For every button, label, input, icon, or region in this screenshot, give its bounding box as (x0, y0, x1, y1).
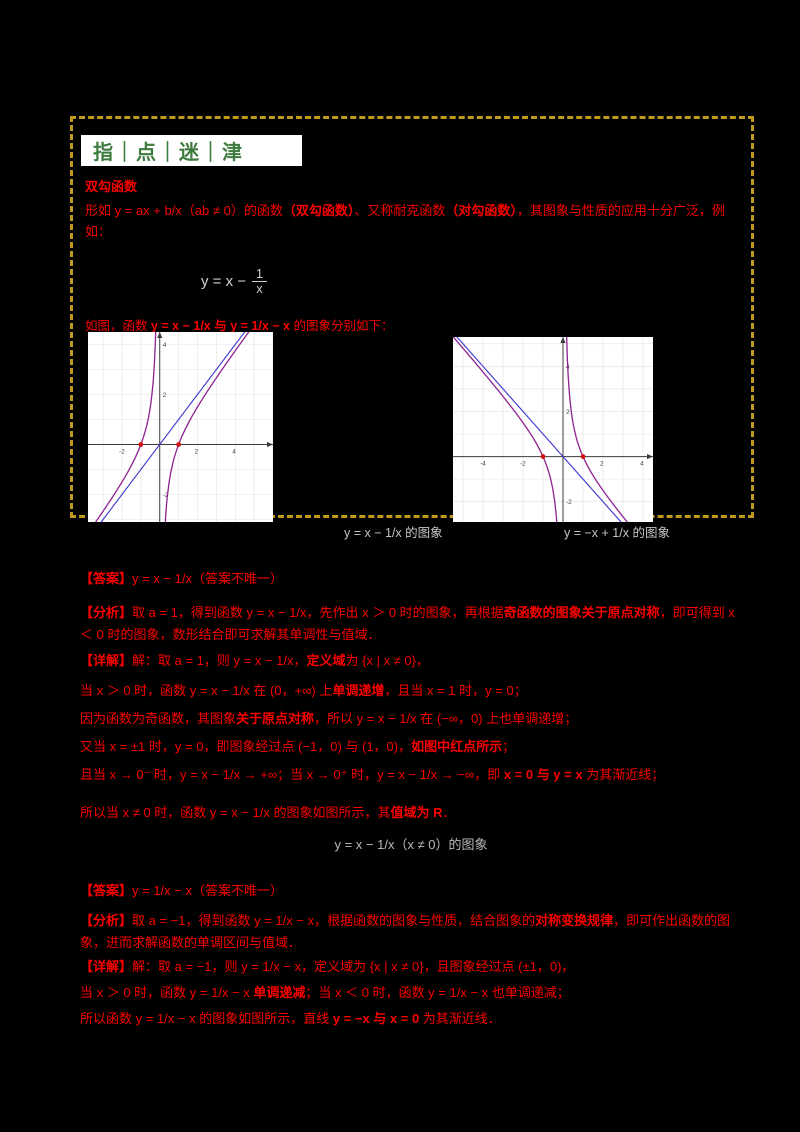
fraction-denominator: x (256, 282, 263, 297)
center-formula-line: y = x − 1/x（x ≠ 0）的图象 (334, 837, 488, 852)
intro-text: ，其图象与性质的应用十分广泛，例如： (85, 203, 725, 239)
intro-bold: （对勾函数） (445, 203, 517, 218)
figure-note: 如图，函数 y = x − 1/x 与 y = 1/x − x 的图象分别如下： (85, 315, 393, 334)
svg-text:-2: -2 (119, 449, 125, 456)
solution-line: 又当 x = ±1 时，y = 0，即图象经过点 (−1，0) 与 (1，0)，… (80, 736, 742, 758)
line-bold: 单调递减 (253, 985, 306, 1000)
right-function-graph: -4 -2 2 4-224 (453, 337, 653, 522)
line-bold: x = 0 与 y = x (503, 767, 583, 782)
analysis-line: 【分析】取 a = 1，得到函数 y = x − 1/x，先作出 x ＞ 0 时… (80, 602, 742, 646)
solution-line: 且当 x → 0⁻ 时，y = x − 1/x → +∞；当 x → 0⁺ 时，… (80, 764, 742, 786)
analysis-line: 【分析】取 a = −1，得到函数 y = 1/x − x，根据函数的图象与性质… (80, 910, 742, 954)
line-text: 为 {x | x ≠ 0}， (345, 653, 430, 668)
answer-line: 【答案】y = x − 1/x（答案不唯一） (80, 568, 742, 590)
line-text: 且当 x → 0⁻ 时，y = x − 1/x → +∞；当 x → 0⁺ 时，… (80, 767, 504, 782)
svg-text:4: 4 (640, 461, 644, 468)
line-text: 当 x ＞ 0 时，函数 y = 1/x − x (80, 985, 254, 1000)
left-graph-caption: y = x − 1/x 的图象 (344, 526, 443, 540)
svg-text:-2: -2 (566, 499, 572, 506)
line-text: ． (442, 805, 456, 820)
svg-text:-4: -4 (480, 461, 486, 468)
svg-text:2: 2 (600, 461, 604, 468)
detail-label: 【详解】 (80, 959, 133, 974)
line-bold: 定义域 (306, 653, 346, 668)
solution-line: 因为函数为奇函数，其图象关于原点对称，所以 y = x − 1/x 在 (−∞，… (80, 708, 742, 730)
line-text: 为其渐近线． (419, 1011, 501, 1026)
svg-text:4: 4 (232, 449, 236, 456)
line-text: ，且当 x = 1 时，y = 0； (384, 683, 527, 698)
line-text: ，即可得到 x ＜ 0 时的图象，数形结合即可求解其单调性与值域． (80, 605, 735, 643)
intro-text: 形如 y = ax + b/x（ab ≠ 0）的函数 (85, 203, 283, 218)
line-text: 解：取 a = −1，则 y = 1/x − x，定义域为 {x | x ≠ 0… (132, 959, 575, 974)
line-text: 取 a = 1，得到函数 y = x − 1/x，先作出 x ＞ 0 时的图象，… (132, 605, 504, 620)
solution-block-1: 【答案】y = x − 1/x（答案不唯一） 【分析】取 a = 1，得到函数 … (80, 568, 742, 878)
solution-line: 当 x ＞ 0 时，函数 y = 1/x − x 单调递减；当 x ＜ 0 时，… (80, 982, 742, 1004)
line-bold: 关于原点对称 (236, 711, 315, 726)
figure-note-text: 如图，函数 (85, 319, 151, 333)
line-bold: 奇函数的图象关于原点对称 (503, 605, 660, 620)
solution-line: 所以函数 y = 1/x − x 的图象如图所示，直线 y = −x 与 x =… (80, 1008, 742, 1030)
figure-note-bold: y = x − 1/x 与 y = 1/x − x (150, 319, 290, 333)
intro-paragraph: 形如 y = ax + b/x（ab ≠ 0）的函数（双勾函数）、又称耐克函数（… (85, 201, 735, 243)
line-text: 解：取 a = 1，则 y = x − 1/x， (132, 653, 307, 668)
line-text: y = 1/x − x（答案不唯一） (132, 883, 283, 898)
line-bold: 如图中红点所示 (411, 739, 503, 754)
solution-block-2: 【答案】y = 1/x − x（答案不唯一） 【分析】取 a = −1，得到函数… (80, 880, 742, 1050)
svg-text:-2: -2 (163, 492, 169, 499)
topic-label: 双勾函数 (85, 179, 138, 194)
line-bold: y = −x 与 x = 0 (332, 1011, 420, 1026)
line-text: ，所以 y = x − 1/x 在 (−∞，0) 上也单调递增； (314, 711, 578, 726)
tip-box: 指｜点｜迷｜津 双勾函数 形如 y = ax + b/x（ab ≠ 0）的函数（… (70, 116, 754, 522)
svg-text:-2: -2 (520, 461, 526, 468)
line-text: ；当 x ＜ 0 时，函数 y = 1/x − x 也单调递减； (305, 985, 570, 1000)
line-text: 所以当 x ≠ 0 时，函数 y = x − 1/x 的图象如图所示，其 (80, 805, 391, 820)
display-formula: y = x − 1 x (201, 267, 267, 297)
analysis-label: 【分析】 (80, 605, 133, 620)
fraction-numerator: 1 (252, 267, 267, 283)
detail-line: 【详解】解：取 a = 1，则 y = x − 1/x，定义域为 {x | x … (80, 650, 742, 672)
left-function-graph: -2 2 4 -2 2 4 (88, 332, 273, 522)
line-text: ，即可作出函数的图象，进而求解函数的单调区间与值域． (80, 913, 731, 951)
line-bold: 单调递增 (332, 683, 385, 698)
line-text: y = x − 1/x（答案不唯一） (132, 571, 283, 586)
svg-text:2: 2 (194, 449, 198, 456)
analysis-label: 【分析】 (80, 913, 133, 928)
detail-label: 【详解】 (80, 653, 133, 668)
svg-text:4: 4 (163, 342, 167, 349)
figure-note-text: 的图象分别如下： (289, 319, 394, 333)
formula-text: y = x − (201, 273, 247, 291)
answer-label: 【答案】 (80, 883, 133, 898)
answer-label: 【答案】 (80, 571, 133, 586)
line-text: ； (502, 739, 516, 754)
fraction: 1 x (252, 267, 267, 297)
right-graph-caption: y = −x + 1/x 的图象 (564, 526, 670, 540)
svg-text:2: 2 (566, 409, 570, 416)
solution-line: 当 x ＞ 0 时，函数 y = x − 1/x 在 (0，+∞) 上单调递增，… (80, 680, 742, 702)
line-bold: 值域为 R (390, 805, 443, 820)
line-text: 所以函数 y = 1/x − x 的图象如图所示，直线 (80, 1011, 333, 1026)
line-text: 当 x ＞ 0 时，函数 y = x − 1/x 在 (0，+∞) 上 (80, 683, 333, 698)
intro-text: 、又称耐克函数 (354, 203, 446, 218)
detail-line: 【详解】解：取 a = −1，则 y = 1/x − x，定义域为 {x | x… (80, 956, 742, 978)
line-text: 取 a = −1，得到函数 y = 1/x − x，根据函数的图象与性质，结合图… (132, 913, 536, 928)
line-bold: 对称变换规律 (535, 913, 614, 928)
solution-line: 所以当 x ≠ 0 时，函数 y = x − 1/x 的图象如图所示，其值域为 … (80, 802, 742, 824)
tip-box-title: 指｜点｜迷｜津 (93, 140, 244, 164)
svg-text:2: 2 (163, 392, 167, 399)
line-text: 为其渐近线； (582, 767, 665, 782)
intro-bold: （双勾函数） (282, 203, 355, 218)
line-text: 又当 x = ±1 时，y = 0，即图象经过点 (−1，0) 与 (1，0)， (80, 739, 412, 754)
line-text: 因为函数为奇函数，其图象 (80, 711, 237, 726)
tip-box-header: 指｜点｜迷｜津 (81, 135, 302, 166)
answer-line: 【答案】y = 1/x − x（答案不唯一） (80, 880, 742, 902)
